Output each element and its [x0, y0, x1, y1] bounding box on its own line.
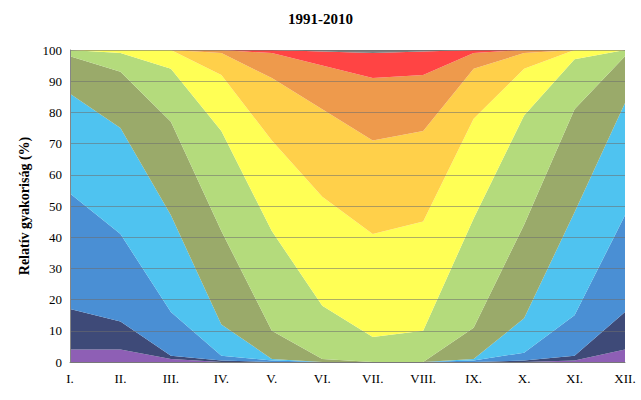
svg-text:I.: I.: [66, 371, 74, 386]
svg-text:XII.: XII.: [614, 371, 635, 386]
svg-text:1991-2010: 1991-2010: [288, 11, 353, 27]
svg-text:VII.: VII.: [362, 371, 383, 386]
svg-text:III.: III.: [163, 371, 179, 386]
svg-text:20: 20: [49, 292, 62, 307]
svg-text:VIII.: VIII.: [410, 371, 436, 386]
svg-text:V.: V.: [266, 371, 277, 386]
svg-text:90: 90: [49, 74, 62, 89]
svg-text:IV.: IV.: [214, 371, 229, 386]
svg-text:100: 100: [43, 43, 63, 58]
svg-text:60: 60: [49, 167, 62, 182]
svg-text:40: 40: [49, 230, 62, 245]
svg-text:30: 30: [49, 261, 62, 276]
svg-text:IX.: IX.: [465, 371, 482, 386]
svg-text:Relatív gyakoriság (%): Relatív gyakoriság (%): [17, 136, 33, 275]
svg-text:50: 50: [49, 199, 62, 214]
svg-text:XI.: XI.: [566, 371, 583, 386]
svg-text:10: 10: [49, 323, 62, 338]
svg-text:VI.: VI.: [314, 371, 331, 386]
svg-text:II.: II.: [114, 371, 126, 386]
svg-text:0: 0: [56, 355, 63, 370]
svg-text:X.: X.: [518, 371, 531, 386]
svg-text:80: 80: [49, 105, 62, 120]
svg-text:70: 70: [49, 136, 62, 151]
